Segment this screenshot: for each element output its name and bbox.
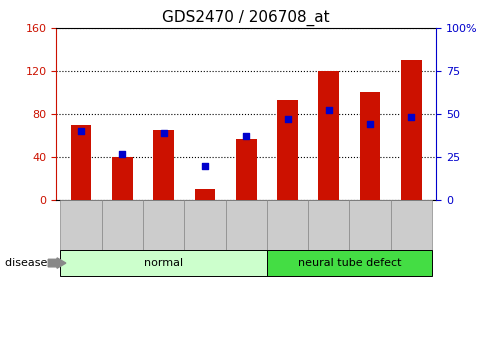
- Bar: [195, 189, 215, 200]
- Bar: [71, 125, 92, 200]
- Bar: [360, 92, 380, 200]
- Bar: [112, 157, 133, 200]
- Text: normal: normal: [144, 258, 183, 268]
- Bar: [318, 71, 339, 200]
- Point: [284, 116, 292, 122]
- Title: GDS2470 / 206708_at: GDS2470 / 206708_at: [162, 10, 330, 26]
- Point: [407, 115, 415, 120]
- Bar: [277, 100, 298, 200]
- Point: [77, 128, 85, 134]
- Point: [201, 163, 209, 168]
- Bar: [153, 130, 174, 200]
- Text: neural tube defect: neural tube defect: [297, 258, 401, 268]
- Text: disease state: disease state: [5, 258, 79, 268]
- Point: [160, 130, 168, 136]
- Point: [119, 151, 126, 156]
- Point: [366, 121, 374, 127]
- Point: [325, 108, 333, 113]
- Bar: [401, 60, 422, 200]
- Point: [243, 134, 250, 139]
- Bar: [236, 139, 257, 200]
